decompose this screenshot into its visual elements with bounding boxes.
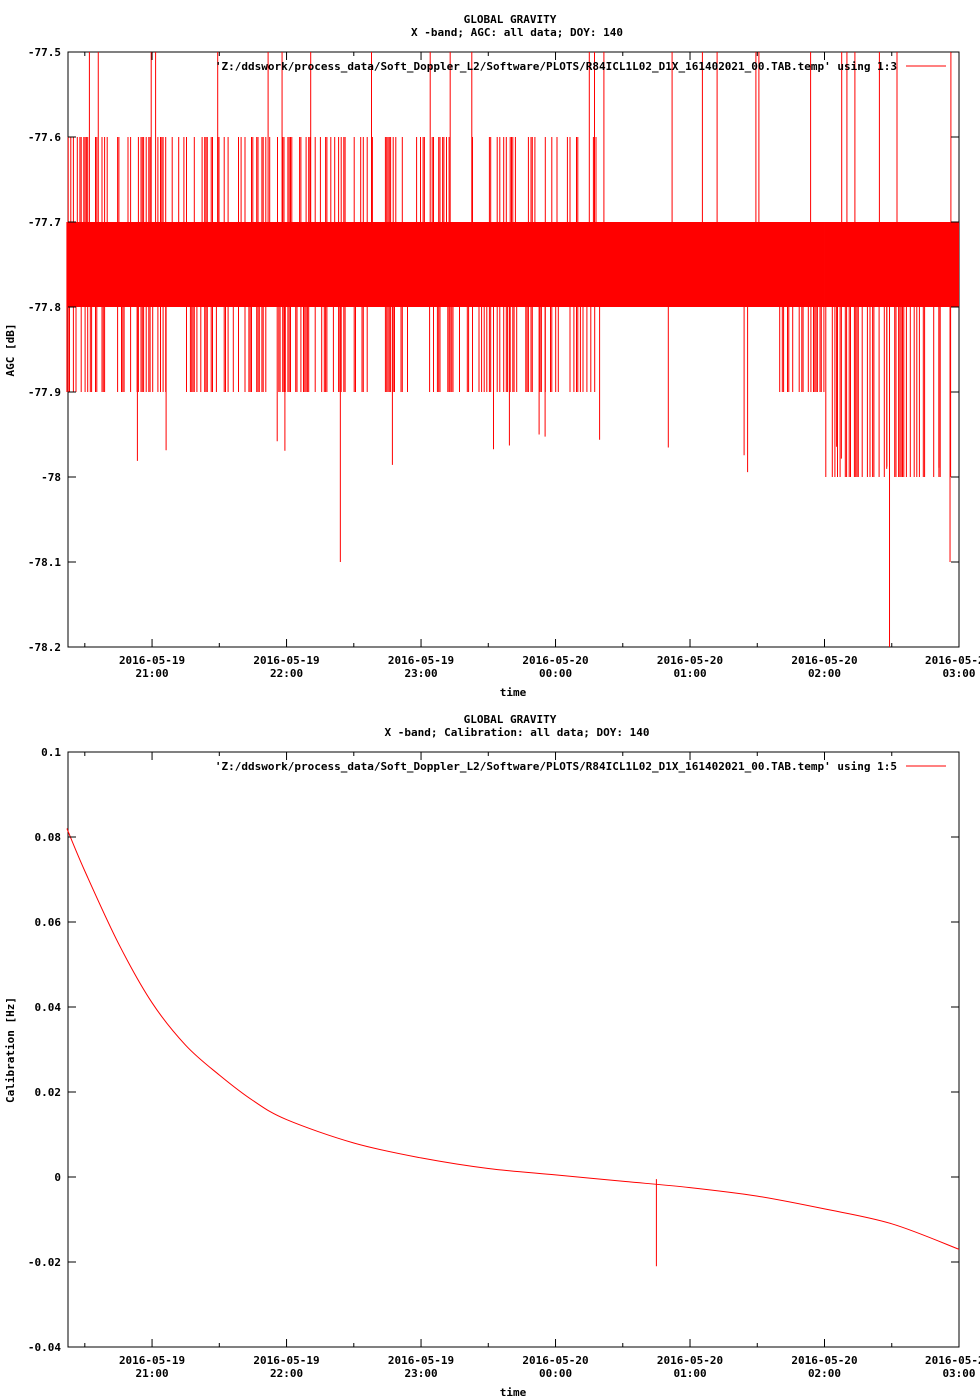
y-tick-label: -77.8 xyxy=(28,301,61,314)
y-tick-label: 0.06 xyxy=(35,916,62,929)
calibration-legend: 'Z:/ddswork/process_data/Soft_Doppler_L2… xyxy=(215,760,946,773)
x-tick-label-time: 23:00 xyxy=(404,1367,437,1380)
x-tick-label-time: 03:00 xyxy=(942,1367,975,1380)
y-tick-label: -78.2 xyxy=(28,641,61,654)
y-tick-label: -0.02 xyxy=(28,1256,61,1269)
agc-series xyxy=(66,52,959,647)
x-tick-label-time: 03:00 xyxy=(942,667,975,680)
x-tick-label-date: 2016-05-19 xyxy=(253,1354,319,1367)
calibration-y-axis-label: Calibration [Hz] xyxy=(4,997,17,1103)
y-tick-label: -78.1 xyxy=(28,556,61,569)
x-tick-label-time: 22:00 xyxy=(270,1367,303,1380)
agc-x-axis: 2016-05-1921:002016-05-1922:002016-05-19… xyxy=(84,52,980,680)
x-tick-label-date: 2016-05-20 xyxy=(522,1354,588,1367)
y-tick-label: -78 xyxy=(41,471,61,484)
x-tick-label-date: 2016-05-20 xyxy=(791,1354,857,1367)
y-tick-label: 0.02 xyxy=(35,1086,62,1099)
y-tick-label: -77.6 xyxy=(28,131,61,144)
x-tick-label-time: 00:00 xyxy=(539,1367,572,1380)
x-tick-label-date: 2016-05-20 xyxy=(791,654,857,667)
y-tick-label: 0 xyxy=(54,1171,61,1184)
agc-outliers xyxy=(88,52,952,473)
x-tick-label-time: 02:00 xyxy=(808,667,841,680)
y-tick-label: 0.1 xyxy=(41,746,61,759)
x-tick-label-date: 2016-05-20 xyxy=(925,654,980,667)
agc-y-axis: -77.5 -77.6 -77.7 -77.8 -77.9 -78 -78.1 -78.2 xyxy=(28,46,959,654)
agc-band-core xyxy=(66,222,605,307)
calibration-chart: GLOBAL GRAVITY X -band; Calibration: all… xyxy=(4,713,980,1399)
agc-y-axis-label: AGC [dB] xyxy=(4,324,17,377)
calibration-x-axis-label: time xyxy=(500,1386,527,1399)
calibration-series xyxy=(66,828,960,1267)
x-tick-label-time: 00:00 xyxy=(539,667,572,680)
x-tick-label-time: 21:00 xyxy=(135,1367,168,1380)
y-tick-label: 0.04 xyxy=(35,1001,62,1014)
x-tick-label-date: 2016-05-19 xyxy=(388,1354,454,1367)
x-tick-label-date: 2016-05-19 xyxy=(388,654,454,667)
agc-chart: GLOBAL GRAVITY X -band; AGC: all data; D… xyxy=(4,13,980,699)
agc-chart-title: GLOBAL GRAVITY xyxy=(464,13,557,26)
x-tick-label-date: 2016-05-19 xyxy=(253,654,319,667)
agc-band-noise xyxy=(825,222,958,477)
x-tick-label-time: 21:00 xyxy=(135,667,168,680)
calibration-legend-label: 'Z:/ddswork/process_data/Soft_Doppler_L2… xyxy=(215,760,897,773)
agc-band-noise xyxy=(604,222,780,307)
x-tick-label-time: 02:00 xyxy=(808,1367,841,1380)
x-tick-label-date: 2016-05-20 xyxy=(657,654,723,667)
y-tick-label: -0.04 xyxy=(28,1341,61,1354)
y-tick-label: -77.5 xyxy=(28,46,61,59)
x-tick-label-date: 2016-05-19 xyxy=(119,654,185,667)
calibration-chart-title: GLOBAL GRAVITY xyxy=(464,713,557,726)
agc-legend: 'Z:/ddswork/process_data/Soft_Doppler_L2… xyxy=(215,60,946,73)
agc-band-noise xyxy=(779,222,825,392)
agc-band-noise xyxy=(66,137,602,392)
calibration-plot-frame xyxy=(67,751,960,1348)
calibration-chart-subtitle: X -band; Calibration: all data; DOY: 140 xyxy=(385,726,650,739)
calibration-x-axis: 2016-05-1921:002016-05-1922:002016-05-19… xyxy=(84,752,980,1380)
calibration-line xyxy=(66,828,960,1250)
x-tick-label-date: 2016-05-20 xyxy=(657,1354,723,1367)
calibration-y-axis: 0.1 0.08 0.06 0.04 0.02 0 -0.02 -0.04 xyxy=(28,746,959,1354)
x-tick-label-time: 01:00 xyxy=(673,667,706,680)
x-tick-label-date: 2016-05-19 xyxy=(119,1354,185,1367)
agc-x-axis-label: time xyxy=(500,686,527,699)
x-tick-label-time: 22:00 xyxy=(270,667,303,680)
agc-legend-label: 'Z:/ddswork/process_data/Soft_Doppler_L2… xyxy=(215,60,897,73)
y-tick-label: -77.9 xyxy=(28,386,61,399)
y-tick-label: -77.7 xyxy=(28,216,61,229)
x-tick-label-time: 01:00 xyxy=(673,1367,706,1380)
x-tick-label-date: 2016-05-20 xyxy=(925,1354,980,1367)
x-tick-label-time: 23:00 xyxy=(404,667,437,680)
x-tick-label-date: 2016-05-20 xyxy=(522,654,588,667)
y-tick-label: 0.08 xyxy=(35,831,62,844)
agc-chart-subtitle: X -band; AGC: all data; DOY: 140 xyxy=(411,26,623,39)
